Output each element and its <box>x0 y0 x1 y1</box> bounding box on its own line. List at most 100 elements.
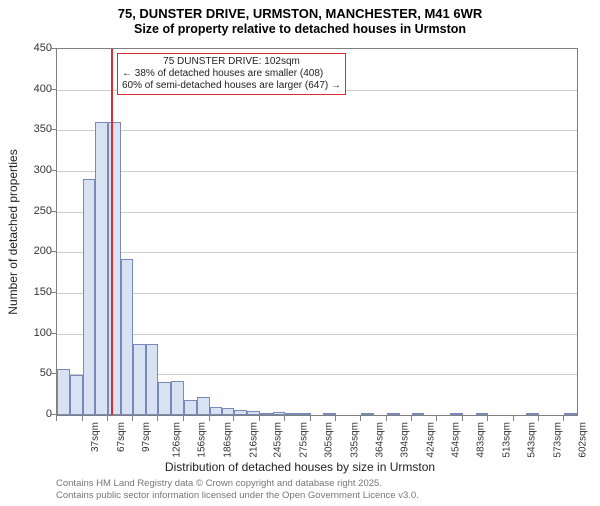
x-tick-label: 573sqm <box>552 422 563 458</box>
histogram-bar <box>70 375 83 415</box>
annotation-box: 75 DUNSTER DRIVE: 102sqm ← 38% of detach… <box>117 53 346 95</box>
annotation-line2: ← 38% of detached houses are smaller (40… <box>122 68 341 80</box>
histogram-bar <box>83 179 96 415</box>
x-tick <box>209 416 210 421</box>
y-tick <box>51 333 56 334</box>
annotation-line3: 60% of semi-detached houses are larger (… <box>122 80 341 92</box>
histogram-bar <box>57 369 70 415</box>
x-tick <box>462 416 463 421</box>
y-tick <box>51 292 56 293</box>
y-axis-label: Number of detached properties <box>6 149 20 314</box>
x-tick <box>259 416 260 421</box>
gridline <box>57 293 577 294</box>
histogram-bar <box>450 413 463 415</box>
x-tick <box>513 416 514 421</box>
x-tick <box>386 416 387 421</box>
gridline <box>57 212 577 213</box>
x-tick-label: 483sqm <box>476 422 487 458</box>
x-tick <box>284 416 285 421</box>
plot-area: 75 DUNSTER DRIVE: 102sqm ← 38% of detach… <box>56 48 578 416</box>
histogram-bar <box>285 413 298 415</box>
x-tick <box>310 416 311 421</box>
footer-note-2: Contains public sector information licen… <box>56 490 419 501</box>
y-tick <box>51 89 56 90</box>
histogram-bar <box>133 344 146 415</box>
histogram-bar <box>222 408 234 415</box>
chart-title-line1: 75, DUNSTER DRIVE, URMSTON, MANCHESTER, … <box>0 6 600 21</box>
x-tick-label: 126sqm <box>171 422 182 458</box>
x-tick <box>107 416 108 421</box>
x-axis-label: Distribution of detached houses by size … <box>0 460 600 474</box>
x-tick <box>233 416 234 421</box>
histogram-bar <box>146 344 159 415</box>
x-tick-label: 216sqm <box>248 422 259 458</box>
histogram-bar <box>361 413 374 415</box>
histogram-bar <box>476 413 489 415</box>
x-tick-label: 424sqm <box>425 422 436 458</box>
x-tick-label: 275sqm <box>298 422 309 458</box>
histogram-bar <box>95 122 108 415</box>
histogram-bar <box>412 413 424 415</box>
footer-note-1: Contains HM Land Registry data © Crown c… <box>56 478 382 489</box>
x-tick <box>132 416 133 421</box>
x-tick <box>411 416 412 421</box>
x-tick-label: 513sqm <box>501 422 512 458</box>
histogram-bar <box>234 410 247 415</box>
x-tick <box>157 416 158 421</box>
y-tick <box>51 170 56 171</box>
histogram-bar <box>564 413 577 415</box>
annotation-line1: 75 DUNSTER DRIVE: 102sqm <box>122 56 341 68</box>
histogram-bar <box>247 411 260 415</box>
x-tick-label: 186sqm <box>223 422 234 458</box>
x-tick-label: 156sqm <box>197 422 208 458</box>
x-tick <box>360 416 361 421</box>
x-tick <box>82 416 83 421</box>
gridline <box>57 334 577 335</box>
y-tick <box>51 251 56 252</box>
x-tick-label: 364sqm <box>374 422 385 458</box>
x-tick <box>183 416 184 421</box>
y-tick <box>51 373 56 374</box>
histogram-bar <box>108 122 121 415</box>
histogram-bar <box>526 413 539 415</box>
histogram-bar <box>387 413 400 415</box>
histogram-bar <box>197 397 210 415</box>
y-tick-label: 200 <box>34 245 52 257</box>
x-tick-label: 454sqm <box>451 422 462 458</box>
x-tick-label: 97sqm <box>141 422 152 452</box>
histogram-bar <box>184 400 197 415</box>
x-tick <box>436 416 437 421</box>
chart-title-line2: Size of property relative to detached ho… <box>0 22 600 36</box>
x-tick-label: 602sqm <box>577 422 588 458</box>
x-tick <box>538 416 539 421</box>
chart-container: 75, DUNSTER DRIVE, URMSTON, MANCHESTER, … <box>0 6 600 506</box>
histogram-bar <box>121 259 133 415</box>
x-tick <box>335 416 336 421</box>
y-tick <box>51 211 56 212</box>
x-tick-label: 394sqm <box>400 422 411 458</box>
x-tick-label: 245sqm <box>273 422 284 458</box>
histogram-bar <box>158 382 171 415</box>
histogram-bar <box>273 412 286 415</box>
y-tick <box>51 129 56 130</box>
x-tick-label: 67sqm <box>116 422 127 452</box>
y-tick-label: 300 <box>34 164 52 176</box>
x-tick-label: 305sqm <box>324 422 335 458</box>
y-tick-label: 250 <box>34 205 52 217</box>
y-tick <box>51 414 56 415</box>
x-tick <box>56 416 57 421</box>
y-tick-label: 350 <box>34 123 52 135</box>
x-tick-label: 37sqm <box>90 422 101 452</box>
y-tick-label: 100 <box>34 327 52 339</box>
x-tick-label: 543sqm <box>527 422 538 458</box>
gridline <box>57 171 577 172</box>
y-tick <box>51 48 56 49</box>
y-tick-label: 150 <box>34 286 52 298</box>
y-tick-label: 450 <box>34 42 52 54</box>
histogram-bar <box>171 381 184 415</box>
x-tick-label: 335sqm <box>350 422 361 458</box>
gridline <box>57 252 577 253</box>
histogram-bar <box>323 413 336 415</box>
histogram-bar <box>260 413 273 415</box>
gridline <box>57 130 577 131</box>
